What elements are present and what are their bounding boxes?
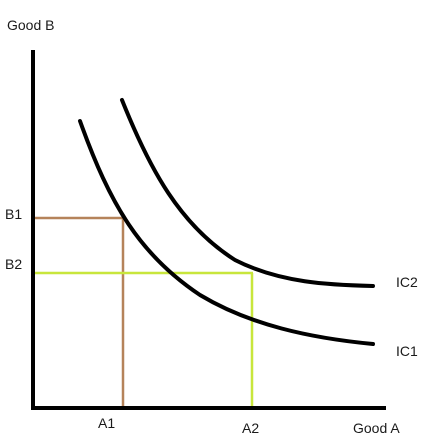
ic1-curve [78, 119, 375, 346]
x-axis-label: Good A [353, 420, 400, 436]
b1-label: B1 [5, 206, 22, 222]
y-axis-label: Good B [7, 17, 54, 33]
ic1-label: IC1 [396, 343, 418, 359]
a2-label: A2 [242, 420, 259, 436]
a1-label: A1 [98, 415, 115, 431]
b2-label: B2 [5, 256, 22, 272]
ic2-curve [120, 98, 375, 288]
ic2-label: IC2 [396, 274, 418, 290]
